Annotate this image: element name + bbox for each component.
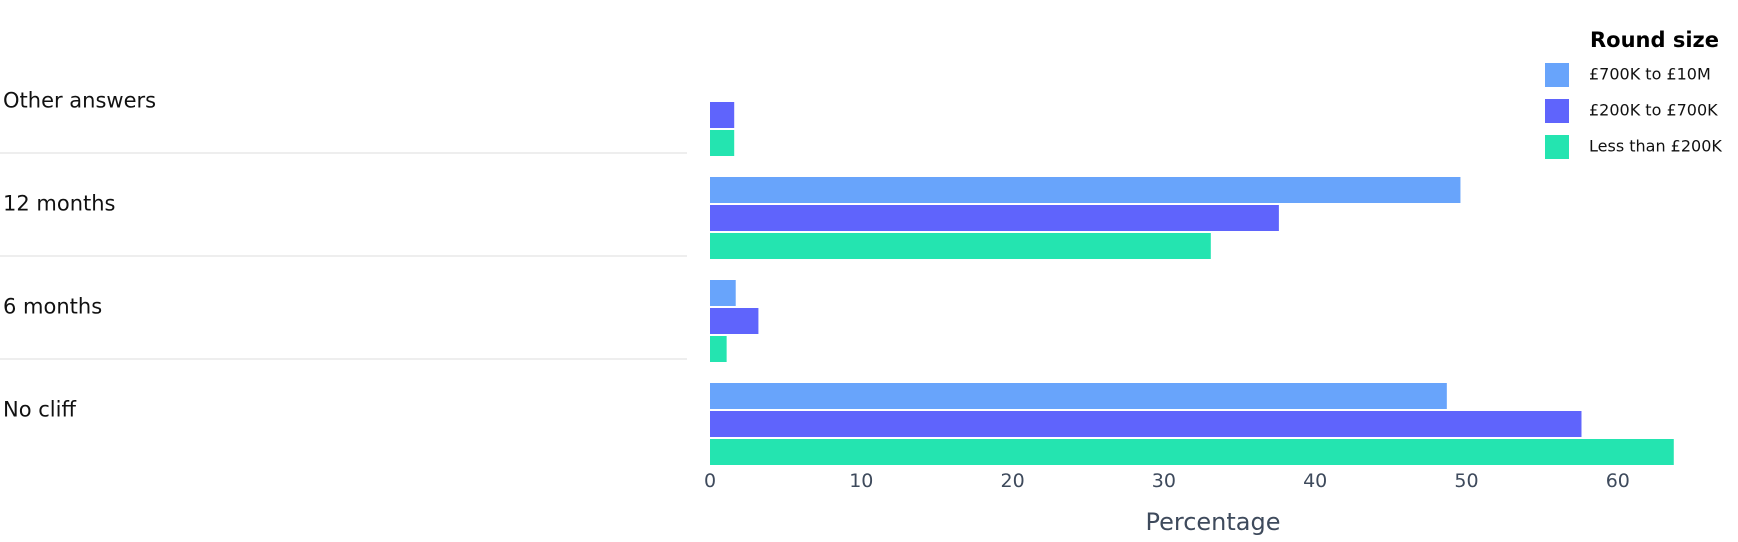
bar-0-2[interactable] bbox=[710, 130, 735, 156]
category-label-3: No cliff bbox=[3, 398, 76, 422]
x-tick-label-6: 60 bbox=[1606, 470, 1630, 492]
category-label-2: 6 months bbox=[3, 295, 102, 319]
legend-swatch-0[interactable] bbox=[1545, 63, 1569, 87]
x-tick-label-2: 20 bbox=[1001, 470, 1025, 492]
category-label-0: Other answers bbox=[3, 89, 156, 113]
category-dividers bbox=[0, 152, 687, 360]
legend-swatch-2[interactable] bbox=[1545, 135, 1569, 159]
x-tick-label-3: 30 bbox=[1152, 470, 1176, 492]
bar-1-1[interactable] bbox=[710, 205, 1279, 231]
x-tick-label-4: 40 bbox=[1303, 470, 1327, 492]
legend-swatch-1[interactable] bbox=[1545, 99, 1569, 123]
legend-label-2[interactable]: Less than £200K bbox=[1589, 137, 1722, 156]
legend-label-1[interactable]: £200K to £700K bbox=[1589, 101, 1718, 120]
bar-1-2[interactable] bbox=[710, 233, 1211, 259]
legend-items: £700K to £10M £200K to £700K Less than £20… bbox=[1545, 63, 1722, 159]
bar-3-2[interactable] bbox=[710, 439, 1674, 465]
bar-3-0[interactable] bbox=[710, 383, 1447, 409]
category-label-1: 12 months bbox=[3, 192, 116, 216]
legend-label-0[interactable]: £700K to £10M bbox=[1589, 65, 1711, 84]
bar-2-2[interactable] bbox=[710, 336, 727, 362]
bar-1-0[interactable] bbox=[710, 177, 1461, 203]
x-axis-title: Percentage bbox=[1145, 508, 1280, 536]
x-tick-label-0: 0 bbox=[704, 470, 716, 492]
x-tick-label-1: 10 bbox=[849, 470, 873, 492]
bar-2-1[interactable] bbox=[710, 308, 759, 334]
x-tick-label-5: 50 bbox=[1454, 470, 1478, 492]
x-axis-ticks: 0 10 20 30 40 50 60 bbox=[704, 470, 1630, 492]
legend[interactable]: Round size £700K to £10M £200K to £700K Le… bbox=[1545, 28, 1722, 159]
bar-3-1[interactable] bbox=[710, 411, 1582, 437]
bar-0-1[interactable] bbox=[710, 102, 735, 128]
legend-title: Round size bbox=[1590, 28, 1719, 52]
bar-2-0[interactable] bbox=[710, 280, 736, 306]
bars bbox=[710, 102, 1674, 465]
category-labels: Other answers 12 months 6 months No cliff bbox=[3, 89, 156, 422]
